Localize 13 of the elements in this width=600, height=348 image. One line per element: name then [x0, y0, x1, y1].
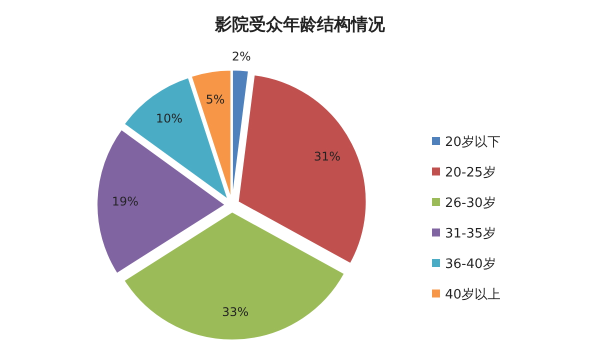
legend-label: 26-30岁 [445, 196, 496, 211]
data-label: 10% [156, 112, 183, 126]
data-label: 19% [112, 194, 139, 209]
legend-label: 40岁以上 [445, 288, 501, 302]
data-label: 2% [232, 49, 251, 64]
legend-label: 36-40岁 [445, 257, 496, 272]
chart-title: 影院受众年龄结构情况 [214, 15, 386, 35]
legend-label: 20-25岁 [445, 166, 496, 180]
data-label: 33% [222, 304, 249, 319]
legend-label: 20岁以下 [445, 135, 501, 150]
data-label: 5% [206, 92, 225, 106]
legend-label: 31-35岁 [445, 226, 496, 242]
data-label: 31% [314, 149, 341, 164]
